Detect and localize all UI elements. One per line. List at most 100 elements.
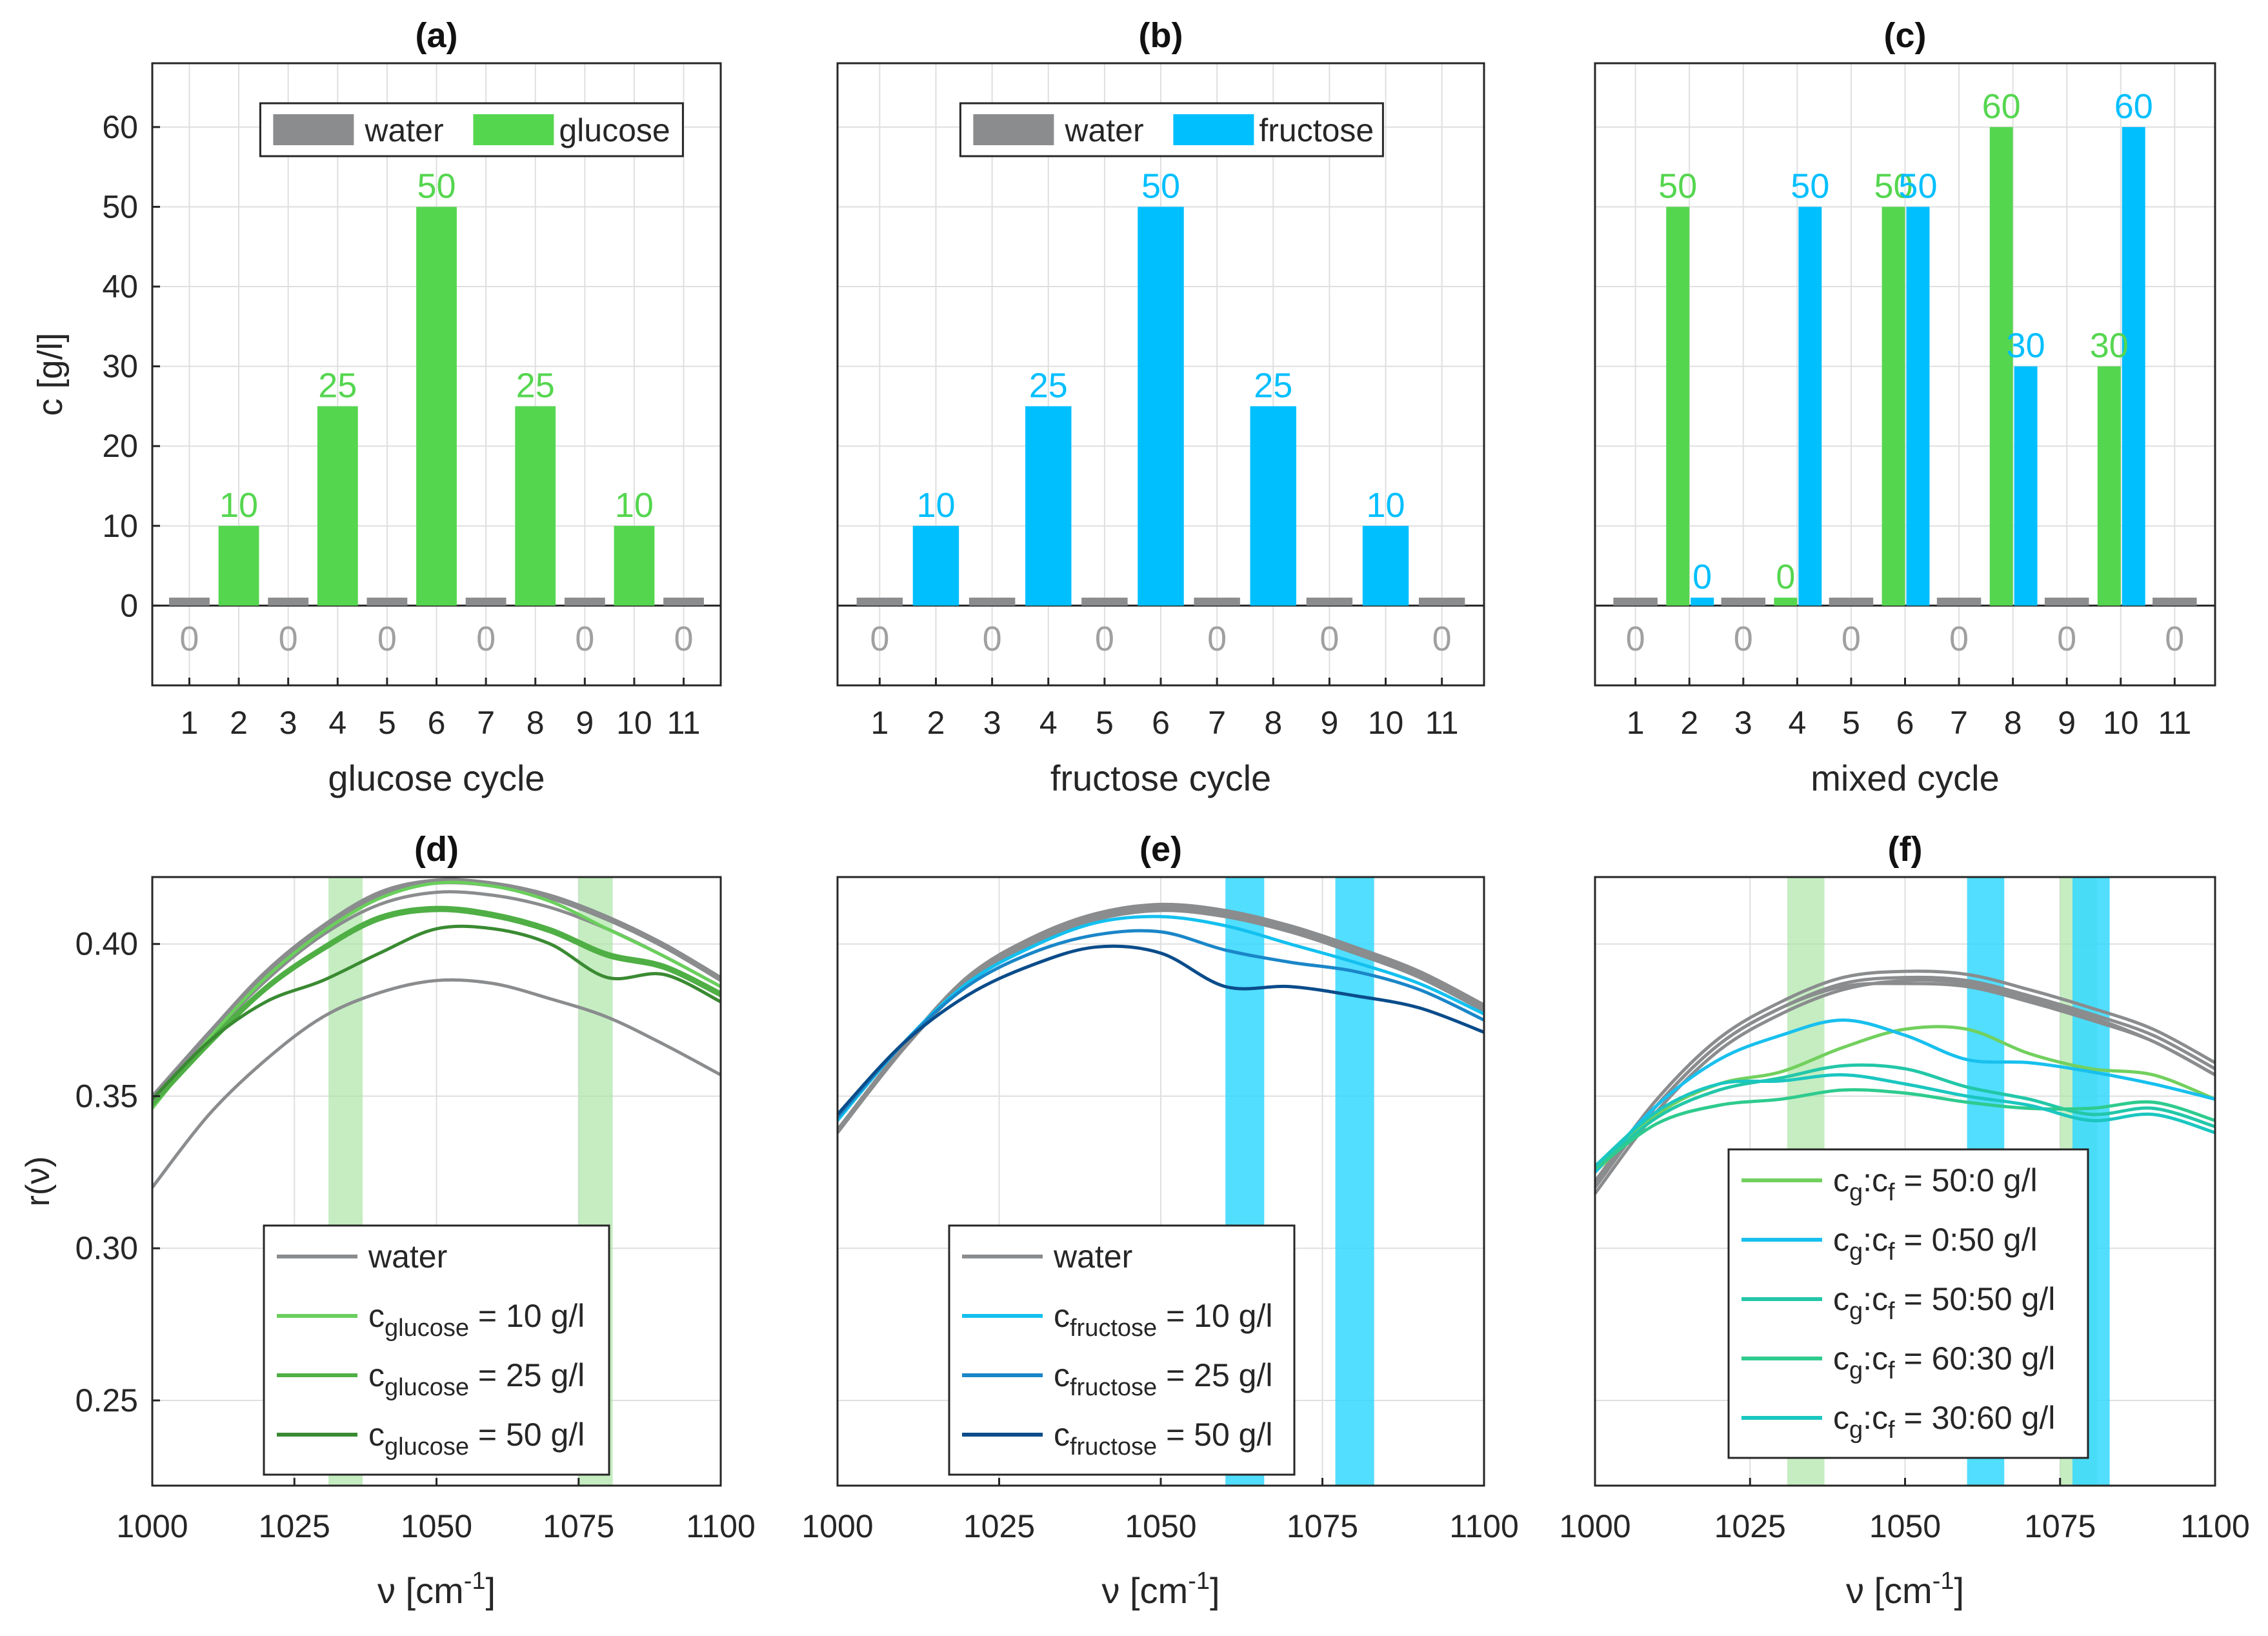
x-tick-label: 11 [1425,705,1459,741]
bar-label-fructose: 50 [1791,167,1829,205]
legend-sub: fructose [1070,1374,1157,1401]
legend-base: c [1833,1162,1849,1198]
legend-base: c [368,1417,385,1453]
legend-label: water [368,1238,447,1275]
bar-label-fructose: 25 [1029,366,1068,405]
x-tick-label: 1100 [1449,1508,1519,1544]
legend-mid: :c [1863,1400,1888,1436]
x-tick-label: 2 [1680,705,1698,741]
bar-label-water: 0 [476,620,496,658]
bar-label-water: 0 [2057,620,2076,658]
bar-water [465,598,507,606]
x-tick-label: 1 [1627,705,1645,741]
bar-glucose [1882,207,1905,606]
legend-rest: = 25 g/l [469,1357,585,1393]
legend-sub: g [1849,1179,1863,1206]
bar-label-water: 0 [1949,620,1969,658]
x-tick-label: 1075 [1287,1508,1358,1544]
x-axis-label-sup: -1 [1932,1568,1954,1595]
x-tick-label: 7 [1208,705,1226,741]
bar-label-water: 0 [1626,620,1645,658]
legend-rest: = 50:0 g/l [1895,1162,2038,1198]
legend-label: cfructose = 50 g/l [1054,1417,1272,1460]
legend-rest: = 10 g/l [1157,1298,1272,1334]
chart-title: (f) [1888,830,1923,869]
bar-label-water: 0 [674,620,694,658]
bar-water [366,598,408,606]
legend-sub2: f [1888,1298,1895,1325]
legend-label: water [1053,1238,1132,1275]
legend-mid: :c [1863,1340,1888,1377]
legend-mid: :c [1863,1281,1888,1317]
legend-rest: = 25 g/l [1157,1357,1272,1393]
x-axis-label-sup: -1 [1188,1568,1210,1595]
bar-water [1081,598,1128,606]
bar-label-water: 0 [1432,620,1452,658]
legend-sub: glucose [385,1433,469,1460]
x-tick-label: 11 [2158,705,2191,741]
legend-label: cg:cf = 60:30 g/l [1833,1340,2055,1384]
series-line [151,978,722,1189]
x-tick-label: 1100 [2180,1508,2250,1544]
bar-label-fructose: 25 [1254,366,1292,405]
y-axis-label: r(ν) [19,1156,57,1207]
legend-label: cglucose = 50 g/l [368,1417,585,1460]
bar-label-fructose: 50 [1141,167,1180,205]
bar-label-water: 0 [1095,620,1114,658]
legend-swatch-water [273,114,354,145]
x-tick-label: 4 [1039,705,1058,741]
y-tick-label: 0.25 [75,1382,138,1419]
series-line [836,944,1485,1116]
series-line [151,909,722,1107]
bar-water [968,598,1016,606]
legend-label-glucose: glucose [559,112,670,148]
legend-rest: = 50 g/l [1157,1417,1272,1453]
bar-label-water: 0 [983,620,1002,658]
bar-water [268,598,309,606]
x-tick-label: 7 [1950,705,1968,741]
legend-base: c [1054,1357,1070,1393]
y-tick-label: 10 [102,508,138,544]
legend-sub2: f [1888,1179,1895,1206]
bar-fructose [912,525,959,606]
chart-b: 0 10 0 25 0 50 0 25 0 10 0 1 2 3 4 5 6 7 8 9 10 11 fructose cy… [836,16,1485,798]
series-line [1594,1073,2216,1167]
x-tick-label: 10 [2103,705,2139,741]
chart-title: (b) [1139,16,1183,55]
x-tick-label: 3 [1734,705,1752,741]
legend-swatch-fructose [1173,114,1254,145]
x-tick-label: 1000 [1559,1508,1631,1544]
x-tick-label: 6 [1152,705,1170,741]
x-tick-label: 1075 [543,1508,614,1544]
legend-swatch-water [973,114,1054,145]
legend-label-fructose: fructose [1259,112,1374,148]
bar-label-water: 0 [1841,620,1861,658]
bar-label-glucose: 50 [1658,167,1697,205]
bar-fructose [2122,126,2145,606]
bar-label-fructose: 60 [2114,87,2153,126]
bar-water [1829,598,1874,606]
bar-water [1613,598,1658,606]
x-tick-label: 10 [1368,705,1404,741]
bar-label-fructose: 10 [1366,486,1405,525]
x-tick-label: 1000 [116,1508,188,1544]
bar-fructose [1138,207,1184,606]
bar-glucose [317,406,358,606]
bar-water [856,598,903,606]
x-tick-label: 4 [1788,705,1806,741]
x-tick-label: 8 [527,705,545,741]
series-line [151,878,722,1098]
x-tick-label: 8 [1264,705,1282,741]
band-blue [1335,877,1374,1486]
y-tick-label: 50 [102,188,138,225]
bar-label-water: 0 [179,620,199,658]
x-tick-label: 1075 [2024,1508,2096,1544]
x-tick-label: 5 [1096,705,1114,741]
legend-sub: glucose [385,1315,469,1342]
bar-label-glucose: 25 [516,366,555,405]
bar-glucose [218,525,259,606]
x-tick-label: 2 [927,705,945,741]
legend-label: cglucose = 25 g/l [368,1357,585,1401]
legend-base: c [368,1357,385,1393]
